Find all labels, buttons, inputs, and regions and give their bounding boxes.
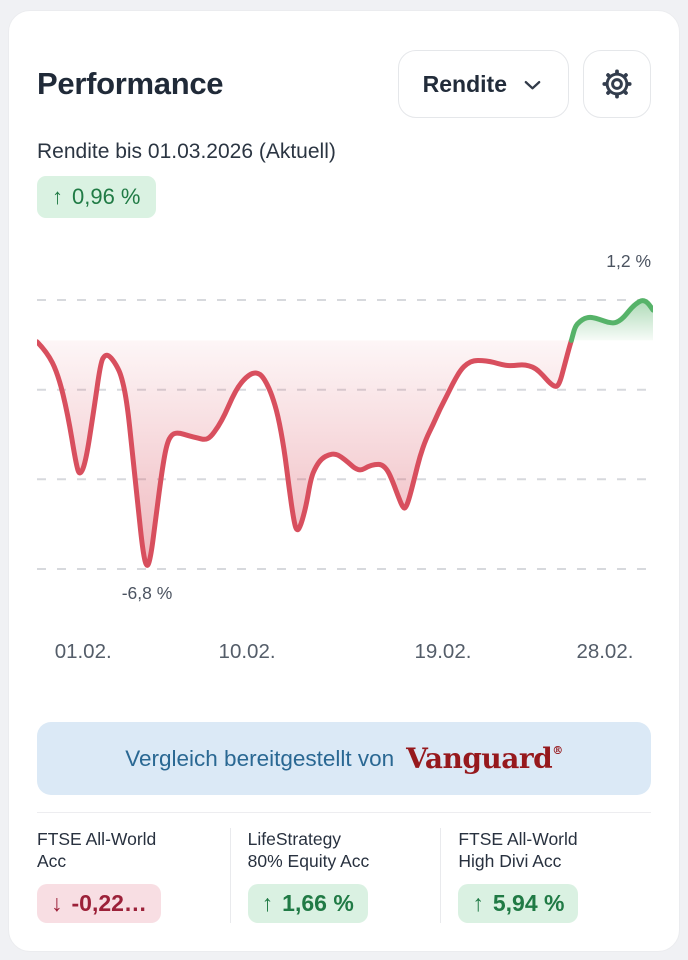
vanguard-logo: Vanguard® xyxy=(406,742,563,775)
header-controls: Rendite xyxy=(397,50,651,118)
gear-icon xyxy=(601,68,633,100)
fund-name: LifeStrategy 80% Equity Acc xyxy=(247,829,370,872)
negative-area-fill xyxy=(37,340,572,566)
metric-dropdown-label: Rendite xyxy=(422,70,507,97)
fund-return-value: -0,22… xyxy=(71,889,147,916)
settings-button[interactable] xyxy=(583,50,651,118)
x-axis: 01.02. 10.02. 19.02. 28.02. xyxy=(37,640,653,668)
arrow-down-icon: ↓ xyxy=(51,889,63,916)
fund-item-ftse-high-divi[interactable]: FTSE All-World High Divi Acc ↑ 5,94 % xyxy=(440,828,651,923)
chart-min-label: -6,8 % xyxy=(121,583,173,603)
return-line-positive xyxy=(568,298,653,343)
arrow-up-icon: ↑ xyxy=(472,889,484,916)
current-return-value: 0,96 % xyxy=(72,184,141,209)
page-title: Performance xyxy=(37,66,224,101)
fund-name: FTSE All-World High Divi Acc xyxy=(458,829,578,872)
x-axis-tick-label: 01.02. xyxy=(54,640,112,663)
x-axis-tick-label: 19.02. xyxy=(414,640,472,663)
chevron-down-icon xyxy=(521,73,544,96)
chart-canvas[interactable] xyxy=(37,239,653,634)
performance-card: Performance Rendite xyxy=(8,10,680,952)
fund-return-badge: ↑ 5,94 % xyxy=(458,883,579,923)
arrow-up-icon: ↑ xyxy=(52,184,63,209)
banner-text: Vergleich bereitgestellt von xyxy=(125,745,395,771)
fund-item-lifestrategy-80[interactable]: LifeStrategy 80% Equity Acc ↑ 1,66 % xyxy=(229,828,441,923)
section-divider xyxy=(37,812,651,813)
fund-comparison-row: FTSE All-World Acc ↓ -0,22… LifeStrategy… xyxy=(37,813,651,923)
fund-return-value: 5,94 % xyxy=(492,889,565,916)
x-axis-tick-label: 28.02. xyxy=(576,640,634,663)
vanguard-banner: Vergleich bereitgestellt von Vanguard® xyxy=(37,722,651,795)
arrow-up-icon: ↑ xyxy=(261,889,274,916)
card-header: Performance Rendite xyxy=(37,49,651,119)
return-line-negative xyxy=(37,337,574,568)
performance-chart[interactable]: 1,2 % -6,8 % 01.02. 10.02. 19.02. 28.02. xyxy=(37,239,653,669)
fund-name: FTSE All-World Acc xyxy=(37,829,157,872)
fund-return-badge: ↓ -0,22… xyxy=(37,883,161,923)
x-axis-tick-label: 10.02. xyxy=(218,640,276,663)
registered-mark: ® xyxy=(552,744,563,757)
chart-max-label: 1,2 % xyxy=(606,251,651,271)
return-caption: Rendite bis 01.03.2026 (Aktuell) xyxy=(37,140,336,163)
current-return-badge: ↑ 0,96 % xyxy=(37,176,156,218)
fund-item-ftse-all-world-acc[interactable]: FTSE All-World Acc ↓ -0,22… xyxy=(37,828,230,923)
fund-return-badge: ↑ 1,66 % xyxy=(247,883,368,923)
fund-return-value: 1,66 % xyxy=(282,889,354,916)
metric-dropdown-button[interactable]: Rendite xyxy=(397,50,569,118)
